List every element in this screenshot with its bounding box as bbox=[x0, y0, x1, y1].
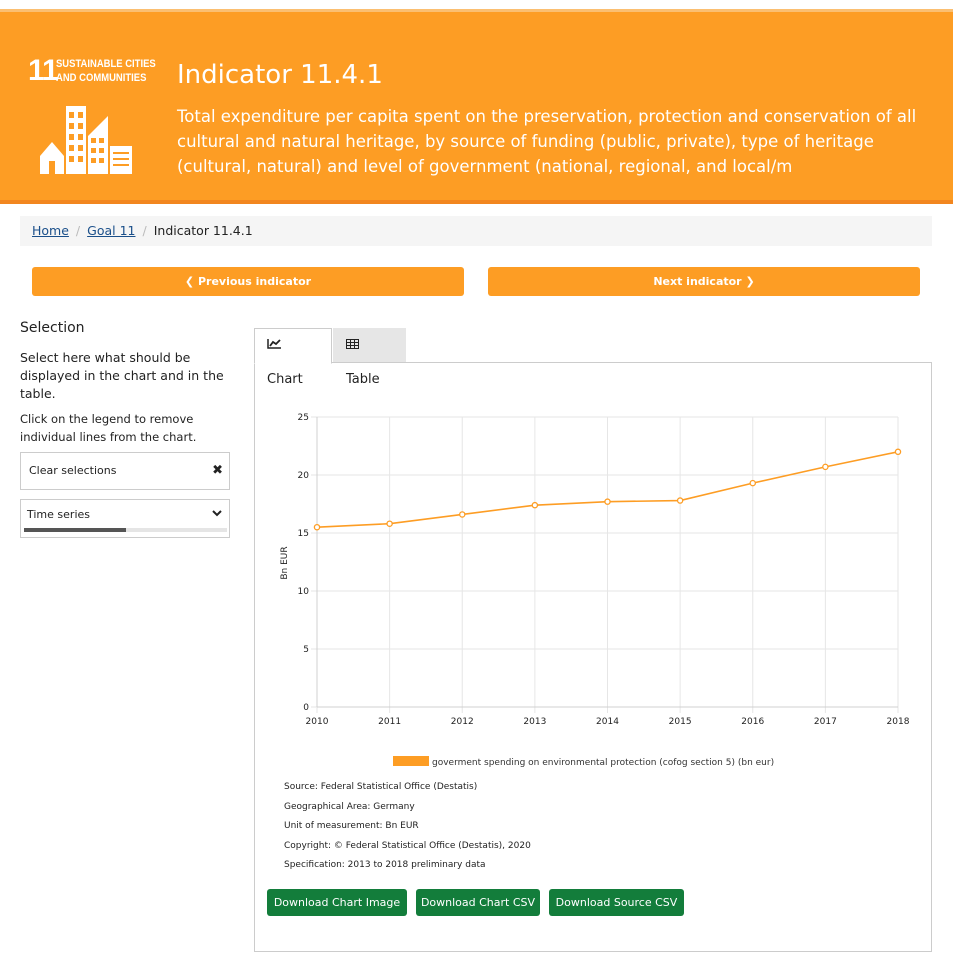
x-tick-label: 2018 bbox=[887, 717, 910, 727]
breadcrumb-separator: / bbox=[75, 223, 81, 238]
download-source-csv-button[interactable]: Download Source CSV bbox=[549, 889, 684, 916]
meta-copyright: Copyright: © Federal Statistical Office … bbox=[284, 840, 531, 851]
line-chart-icon bbox=[267, 338, 282, 353]
data-point bbox=[531, 501, 539, 509]
breadcrumb-goal-link[interactable]: Goal 11 bbox=[87, 223, 136, 238]
x-tick-label: 2014 bbox=[596, 717, 619, 727]
x-tick-label: 2015 bbox=[669, 717, 692, 727]
previous-indicator-label: Previous indicator bbox=[197, 275, 312, 288]
tab-chart-label: Chart bbox=[267, 372, 303, 387]
goal-11-logo[interactable]: 11 SUSTAINABLE CITIES AND COMMUNITIES bbox=[28, 54, 156, 184]
breadcrumb-current: Indicator 11.4.1 bbox=[153, 223, 253, 238]
city-icon bbox=[40, 106, 132, 174]
data-point bbox=[822, 463, 829, 471]
line-chart: 0 5 10 15 20 25 2010 2011 2012 2013 2014 2015 2016 20… bbox=[280, 413, 910, 768]
chevron-down-icon bbox=[211, 503, 223, 528]
selection-description: Select here what should be displayed in … bbox=[20, 350, 224, 401]
y-tick-label: 15 bbox=[298, 529, 309, 539]
data-point bbox=[604, 498, 611, 505]
goal-name: SUSTAINABLE CITIES AND COMMUNITIES bbox=[56, 57, 176, 85]
x-tick-label: 2013 bbox=[523, 717, 546, 727]
chevron-left-icon: ❮ bbox=[184, 275, 195, 288]
x-tick-label: 2010 bbox=[306, 717, 329, 727]
selection-title: Selection bbox=[20, 320, 85, 336]
y-axis-label: Bn EUR bbox=[280, 546, 290, 579]
data-point bbox=[894, 448, 902, 456]
meta-area: Geographical Area: Germany bbox=[284, 801, 415, 812]
meta-source: Source: Federal Statistical Office (Dest… bbox=[284, 782, 478, 792]
breadcrumb-separator: / bbox=[142, 223, 147, 238]
x-tick-label: 2012 bbox=[451, 717, 474, 727]
table-icon bbox=[346, 338, 359, 353]
legend-label[interactable]: goverment spending on environmental prot… bbox=[432, 758, 774, 768]
close-icon: ✖ bbox=[212, 463, 223, 478]
data-point bbox=[313, 523, 321, 531]
previous-indicator-button[interactable]: ❮ Previous indicator bbox=[32, 267, 464, 296]
x-tick-label: 2017 bbox=[814, 717, 837, 727]
chevron-right-icon: ❯ bbox=[745, 275, 755, 288]
tab-chart[interactable]: Chart bbox=[254, 328, 332, 387]
clear-selections-label: Clear selections bbox=[29, 464, 117, 477]
breadcrumb: Home / Goal 11 / Indicator 11.4.1 bbox=[20, 216, 932, 246]
data-point bbox=[749, 479, 756, 487]
chart-panel: 0 5 10 15 20 25 2010 2011 2012 2013 2014 2015 2016 20… bbox=[254, 362, 932, 952]
y-tick-label: 0 bbox=[303, 703, 309, 713]
tab-table[interactable]: Table bbox=[333, 328, 406, 387]
indicator-description: Total expenditure per capita spent on th… bbox=[177, 107, 917, 176]
y-tick-label: 10 bbox=[298, 587, 310, 597]
goal-name-line2: AND COMMUNITIES bbox=[56, 72, 147, 84]
x-tick-label: 2011 bbox=[378, 717, 401, 727]
goal-number: 11 bbox=[28, 54, 59, 87]
goal-name-line1: SUSTAINABLE CITIES bbox=[56, 58, 156, 70]
time-series-label: Time series bbox=[27, 508, 90, 521]
tab-table-label: Table bbox=[346, 372, 380, 387]
next-indicator-label: Next indicator bbox=[653, 275, 742, 288]
x-tick-label: 2016 bbox=[741, 717, 764, 727]
next-indicator-button[interactable]: Next indicator ❯ bbox=[488, 267, 920, 296]
data-point bbox=[458, 511, 466, 518]
legend-hint: Click on the legend to remove individual… bbox=[20, 412, 197, 444]
meta-specification: Specification: 2013 to 2018 preliminary … bbox=[284, 860, 486, 870]
breadcrumb-home-link[interactable]: Home bbox=[32, 223, 69, 238]
clear-selections-button[interactable]: Clear selections ✖ bbox=[20, 452, 230, 490]
time-series-progress-track bbox=[24, 528, 227, 532]
data-point bbox=[386, 520, 393, 527]
download-chart-csv-button[interactable]: Download Chart CSV bbox=[416, 889, 540, 916]
y-tick-label: 25 bbox=[298, 413, 309, 423]
time-series-progress-fill bbox=[24, 528, 126, 532]
data-point bbox=[676, 497, 684, 504]
y-tick-label: 5 bbox=[303, 645, 309, 655]
download-chart-image-button[interactable]: Download Chart Image bbox=[267, 889, 407, 916]
y-tick-label: 20 bbox=[298, 471, 310, 481]
time-series-dropdown[interactable]: Time series bbox=[20, 499, 230, 538]
indicator-banner: 11 SUSTAINABLE CITIES AND COMMUNITIES bbox=[0, 9, 953, 204]
chart-metadata: Source: Federal Statistical Office (Dest… bbox=[284, 778, 531, 876]
meta-unit: Unit of measurement: Bn EUR bbox=[284, 821, 419, 831]
indicator-title: Indicator 11.4.1 bbox=[177, 60, 383, 90]
legend-swatch[interactable] bbox=[393, 756, 429, 766]
